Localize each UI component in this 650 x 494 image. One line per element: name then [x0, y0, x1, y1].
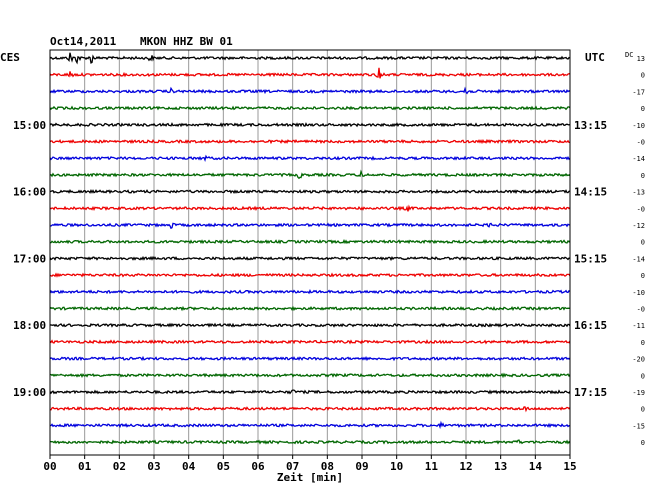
x-tick-label: 03 [147, 460, 160, 473]
right-hour-label: 16:15 [574, 319, 607, 332]
dc-offset-label: 0 [641, 172, 645, 180]
dc-offset-label: -0 [637, 306, 645, 314]
x-tick-label: 07 [286, 460, 299, 473]
dc-offset-label: 0 [641, 105, 645, 113]
right-timezone-label: UTC [585, 51, 605, 64]
dc-offset-label: 0 [641, 272, 645, 280]
dc-offset-label: -10 [632, 289, 645, 297]
title-station: MKON HHZ BW 01 [140, 35, 233, 48]
dc-offset-label: -0 [637, 139, 645, 147]
trace-15 [49, 305, 571, 312]
dc-offset-label: -0 [637, 205, 645, 213]
dc-header: DC [625, 51, 633, 59]
x-tick-label: 12 [459, 460, 472, 473]
left-hour-label: 18:00 [13, 319, 46, 332]
dc-offset-label: 0 [641, 439, 645, 447]
right-hour-label: 14:15 [574, 186, 607, 199]
trace-10 [49, 222, 570, 230]
dc-offset-label: -13 [632, 189, 645, 197]
dc-offset-label: 13 [637, 55, 645, 63]
trace-17 [49, 339, 571, 345]
dc-offset-label: -12 [632, 222, 645, 230]
minute-gridlines [84, 50, 536, 455]
dc-offset-label: 0 [641, 239, 645, 247]
dc-offset-label: -14 [632, 255, 645, 263]
trace-8 [49, 188, 571, 195]
left-hour-label: 19:00 [13, 386, 46, 399]
trace-6 [49, 154, 571, 163]
left-hour-label: 17:00 [13, 252, 46, 265]
dc-offset-label: -17 [632, 88, 645, 96]
trace-22 [49, 420, 571, 430]
title-date: Oct14,2011 [50, 35, 117, 48]
left-hour-label: 16:00 [13, 186, 46, 199]
trace-4 [49, 122, 571, 128]
trace-11 [49, 239, 571, 245]
x-tick-label: 11 [425, 460, 439, 473]
trace-3 [49, 105, 571, 111]
x-tick-label: 02 [113, 460, 126, 473]
plot-frame [49, 49, 571, 456]
x-tick-labels: 00 01 02 03 04 05 06 07 08 09 10 11 12 13 14 15 [43, 455, 577, 473]
trace-16 [49, 322, 571, 328]
dc-offset-label: 0 [641, 72, 645, 80]
trace-1 [49, 67, 571, 79]
trace-12 [49, 255, 571, 262]
trace-9 [49, 204, 571, 212]
x-tick-label: 01 [78, 460, 92, 473]
trace-21 [49, 406, 571, 413]
dc-offset-label: -11 [632, 322, 645, 330]
x-tick-label: 14 [529, 460, 543, 473]
x-tick-label: 10 [390, 460, 403, 473]
trace-13 [49, 272, 571, 278]
dc-offset-labels: 13 0 -17 0 -10 -0 -14 0 -13 -0 -12 0 -14 0 -10 -0 -11 0 -2… [632, 55, 645, 447]
x-axis-label: Zeit [min] [277, 471, 343, 484]
x-tick-label: 09 [355, 460, 368, 473]
trace-14 [49, 289, 571, 295]
trace-7 [49, 169, 571, 180]
dc-offset-label: 0 [641, 406, 645, 414]
right-hour-label: 15:15 [574, 252, 607, 265]
dc-offset-label: -14 [632, 155, 645, 163]
right-hour-label: 13:15 [574, 119, 607, 132]
dc-offset-label: 0 [641, 372, 645, 380]
right-hour-labels: 13:15 14:15 15:15 16:15 17:15 [574, 119, 607, 399]
x-tick-label: 13 [494, 460, 507, 473]
x-tick-label: 00 [43, 460, 56, 473]
dc-offset-label: -10 [632, 122, 645, 130]
right-hour-label: 17:15 [574, 386, 607, 399]
dc-offset-label: -15 [632, 422, 645, 430]
trace-19 [49, 372, 571, 379]
left-hour-label: 15:00 [13, 119, 46, 132]
x-tick-label: 15 [563, 460, 576, 473]
dc-offset-label: 0 [641, 339, 645, 347]
left-timezone-label: CES [0, 51, 20, 64]
left-hour-labels: 15:00 16:00 17:00 18:00 19:00 [13, 119, 46, 399]
x-tick-label: 06 [251, 460, 265, 473]
x-tick-label: 04 [182, 460, 196, 473]
trace-5 [49, 138, 570, 145]
trace-23 [49, 439, 571, 445]
x-tick-label: 05 [217, 460, 230, 473]
seismic-traces [49, 52, 571, 445]
dc-offset-label: -19 [632, 389, 645, 397]
trace-0 [49, 52, 571, 65]
trace-2 [49, 86, 571, 95]
trace-20 [49, 389, 571, 395]
dc-offset-label: -20 [632, 356, 645, 364]
trace-18 [49, 355, 571, 362]
x-tick-label: 08 [321, 460, 334, 473]
